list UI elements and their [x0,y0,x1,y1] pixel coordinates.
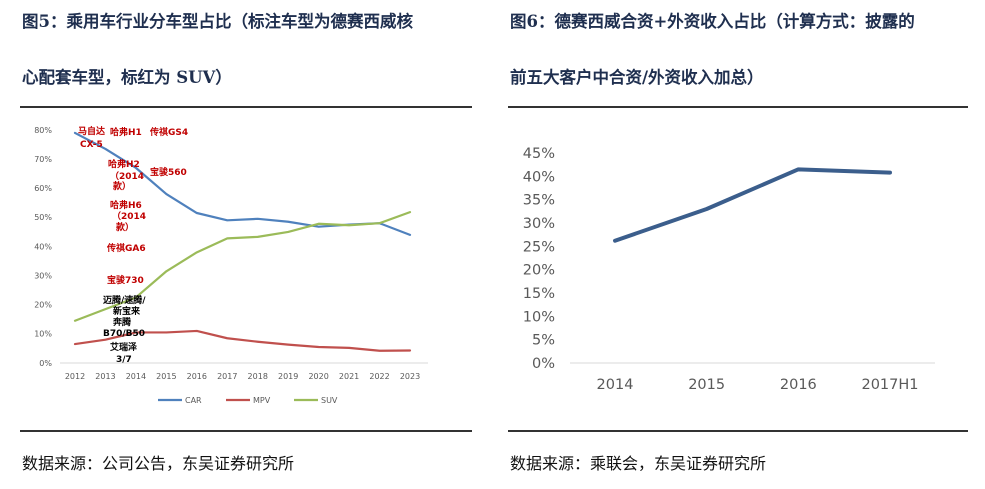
model-annotation: CX-5 [80,140,103,150]
model-annotation: 哈弗H2 [108,158,140,170]
x-tick-label: 2014 [597,377,634,393]
y-tick-label: 25% [523,239,555,255]
divider [508,430,968,432]
x-tick-label: 2012 [65,372,85,381]
y-tick-label: 30% [34,271,52,280]
y-tick-label: 40% [523,169,555,185]
model-annotation: 宝骏730 [107,274,144,286]
y-tick-label: 30% [523,216,555,232]
model-annotation: 新宝来 [113,305,141,317]
model-annotation: 奔腾 [112,316,132,328]
x-tick-label: 2023 [400,372,420,381]
x-tick-label: 2015 [156,372,176,381]
x-tick-label: 2013 [95,372,115,381]
legend-label-mpv: MPV [253,396,271,405]
model-annotation: 宝骏560 [150,166,187,178]
left-title-line2: 心配套车型，标红为 SUV） [22,68,232,87]
x-tick-label: 2016 [187,372,207,381]
series-line-suv [73,211,412,322]
y-tick-label: 5% [532,333,555,349]
y-tick-label: 0% [532,356,555,372]
legend-label-car: CAR [185,396,202,405]
y-tick-label: 40% [34,242,52,251]
divider [20,106,472,108]
series-line-mpv [73,329,412,352]
divider [20,430,472,432]
model-annotation: （2014 [112,211,146,222]
divider [508,106,968,108]
model-annotation: 款） [113,180,131,192]
y-tick-label: 70% [34,155,52,164]
x-tick-label: 2016 [780,377,817,393]
left-title-line1: 图5：乘用车行业分车型占比（标注车型为德赛西威核 [22,12,413,31]
right-title-line1: 图6：德赛西威合资+外资收入占比（计算方式：披露的 [510,12,915,31]
y-tick-label: 15% [523,286,555,302]
x-tick-label: 2019 [278,372,298,381]
model-annotation: 3/7 [116,355,132,365]
model-annotation: 迈腾/速腾/ [103,294,146,306]
x-tick-label: 2021 [339,372,359,381]
x-tick-label: 2017 [217,372,237,381]
x-tick-label: 2015 [688,377,725,393]
y-tick-label: 20% [523,263,555,279]
y-tick-label: 45% [523,146,555,162]
legend-label-suv: SUV [321,396,338,405]
y-tick-label: 10% [34,330,52,339]
left-source: 数据来源：公司公告，东吴证券研究所 [22,454,295,473]
model-annotation: B70/B50 [103,329,145,339]
y-tick-label: 80% [34,126,52,135]
model-annotation: 艾瑞泽 [110,341,137,353]
y-tick-label: 35% [523,193,555,209]
model-annotation: 传祺GS4 [149,126,188,138]
x-tick-label: 2014 [126,372,146,381]
right-title-line2: 前五大客户中合资/外资收入加总） [510,68,764,87]
y-tick-label: 60% [34,184,52,193]
x-tick-label: 2020 [308,372,328,381]
model-annotation: 哈弗H1 [110,126,142,138]
model-annotation: 哈弗H6 [110,199,142,211]
y-tick-label: 10% [523,309,555,325]
model-annotation: 款） [116,221,134,233]
y-tick-label: 20% [34,301,52,310]
model-annotation: 传祺GA6 [106,242,146,254]
y-tick-label: 0% [39,359,52,368]
model-annotation: 马自达 [78,125,105,137]
y-tick-label: 50% [34,213,52,222]
series-line-合资+外资收入占比 [613,167,892,243]
x-tick-label: 2022 [369,372,389,381]
x-tick-label: 2018 [248,372,268,381]
x-tick-label: 2017H1 [861,377,918,393]
right-source: 数据来源：乘联会，东吴证券研究所 [510,454,767,473]
model-annotation: （2014 [110,171,144,182]
